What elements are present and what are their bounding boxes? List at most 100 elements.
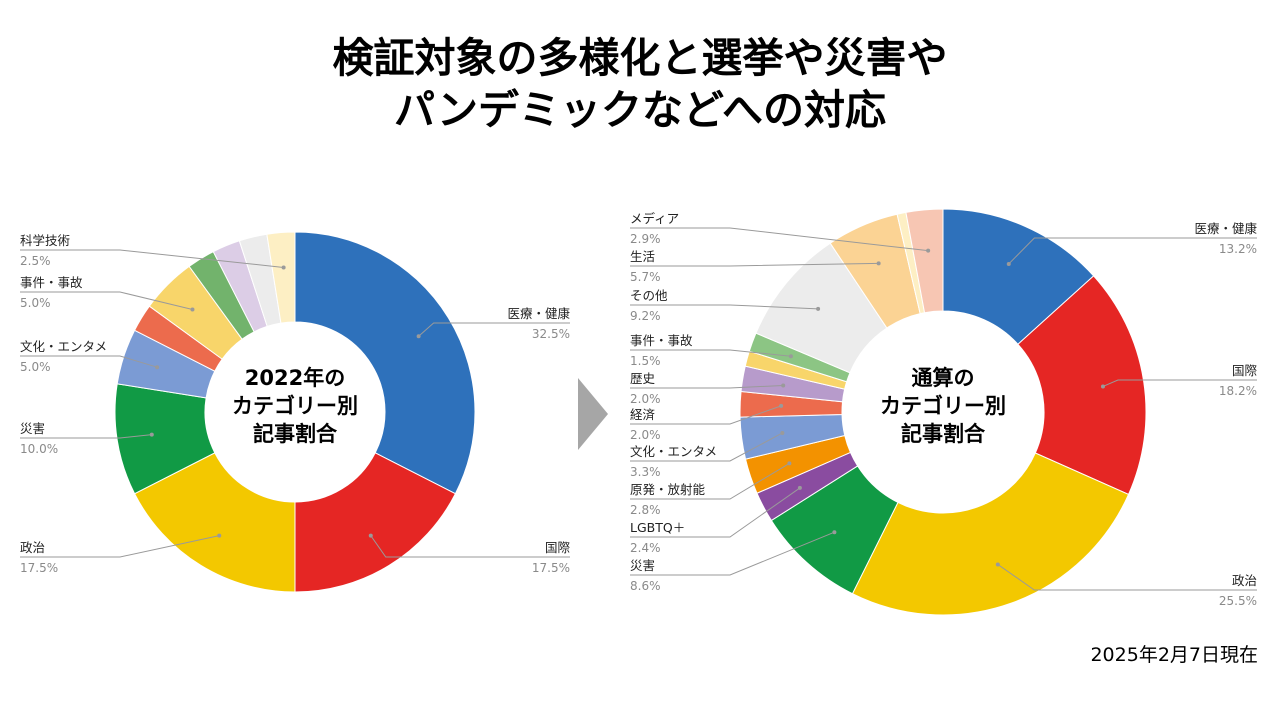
pct-nuclear: 2.8% xyxy=(630,503,661,517)
pct-incident: 1.5% xyxy=(630,354,661,368)
leader-dot-culture xyxy=(155,365,160,370)
leader-dot-lgbtq xyxy=(797,485,802,490)
pct-politics: 17.5% xyxy=(20,561,58,575)
leader-line-international xyxy=(1102,379,1257,387)
center-label-line-2: カテゴリー別 xyxy=(880,394,1006,418)
label-nuclear: 原発・放射能 xyxy=(630,482,706,497)
leader-dot-disaster xyxy=(149,432,154,437)
pct-life: 5.7% xyxy=(630,270,661,284)
leader-line-health xyxy=(418,322,570,337)
pct-culture: 3.3% xyxy=(630,465,661,479)
leader-dot-science xyxy=(281,265,286,270)
pct-lgbtq: 2.4% xyxy=(630,541,661,555)
label-media: メディア xyxy=(630,211,679,226)
pct-history: 2.0% xyxy=(630,392,661,406)
leader-line-other xyxy=(630,304,819,310)
label-politics: 政治 xyxy=(20,540,45,555)
pct-politics: 25.5% xyxy=(1219,594,1257,608)
slice-international xyxy=(1017,275,1147,496)
slide-title: 検証対象の多様化と選挙や災害や パンデミックなどへの対応 xyxy=(0,32,1280,136)
pct-science: 2.5% xyxy=(20,254,51,268)
label-disaster: 災害 xyxy=(630,558,655,573)
pct-media: 2.9% xyxy=(630,232,661,246)
leader-dot-culture xyxy=(780,430,785,435)
leader-line-science xyxy=(20,249,284,268)
slice-health xyxy=(294,231,476,495)
leader-line-incident xyxy=(20,291,193,310)
label-culture: 文化・エンタメ xyxy=(630,444,717,459)
center-label-line-1: 2022年の xyxy=(245,366,345,390)
leader-dot-other xyxy=(816,306,821,311)
leader-dot-disaster xyxy=(832,530,837,535)
label-health: 医療・健康 xyxy=(507,306,570,321)
pct-international: 17.5% xyxy=(532,561,570,575)
slice-politics xyxy=(133,452,296,593)
leader-dot-life xyxy=(876,261,881,266)
donut-chart-2022: 医療・健康 32.5% 国際 17.5% 政治 17.5% 災害 10.0% 文化・エンタメ 5.… xyxy=(20,231,571,593)
leader-line-culture xyxy=(630,432,783,462)
slice-media xyxy=(905,208,944,314)
label-culture: 文化・エンタメ xyxy=(20,339,107,354)
leader-line-incident xyxy=(630,349,791,357)
label-disaster: 災害 xyxy=(20,421,45,436)
leader-line-media xyxy=(630,227,929,252)
leader-line-nuclear xyxy=(630,462,790,500)
arrow-right-icon xyxy=(578,378,608,450)
slice-science xyxy=(266,231,296,324)
pct-economy: 2.0% xyxy=(630,428,661,442)
pct-disaster: 10.0% xyxy=(20,442,58,456)
label-other: その他 xyxy=(630,288,668,303)
center-label-line-2: カテゴリー別 xyxy=(232,394,358,418)
center-label-line-1: 通算の xyxy=(912,366,975,390)
leader-dot-economy xyxy=(779,403,784,408)
leader-line-culture xyxy=(20,355,158,368)
as-of-date: 2025年2月7日現在 xyxy=(1090,644,1258,666)
leader-line-international xyxy=(370,535,570,558)
label-politics: 政治 xyxy=(1232,573,1257,588)
leader-dot-international xyxy=(368,533,373,538)
pct-health: 32.5% xyxy=(532,327,570,341)
leader-line-economy xyxy=(630,405,782,425)
leader-dot-nuclear xyxy=(787,461,792,466)
label-incident: 事件・事故 xyxy=(630,333,693,348)
leader-line-politics xyxy=(997,564,1257,591)
leader-dot-incident xyxy=(788,354,793,359)
donut-chart-cumulative: 医療・健康 13.2% 国際 18.2% 政治 25.5% 災害 8.6% LGBTQ＋ 2.4%… xyxy=(630,208,1258,616)
leader-dot-international xyxy=(1100,384,1105,389)
leader-line-disaster xyxy=(20,434,152,439)
leader-line-history xyxy=(630,384,784,389)
label-international: 国際 xyxy=(1232,363,1258,378)
label-history: 歴史 xyxy=(630,371,656,386)
leader-dot-politics xyxy=(217,533,222,538)
label-lgbtq: LGBTQ＋ xyxy=(630,520,685,535)
label-economy: 経済 xyxy=(630,407,656,422)
leader-dot-health xyxy=(1006,261,1011,266)
pct-health: 13.2% xyxy=(1219,242,1257,256)
leader-line-disaster xyxy=(630,531,835,576)
slice-international xyxy=(294,452,457,593)
pct-disaster: 8.6% xyxy=(630,579,661,593)
leader-line-health xyxy=(1008,237,1257,265)
label-science: 科学技術 xyxy=(20,233,70,248)
leader-line-lgbtq xyxy=(630,487,801,538)
leader-dot-health xyxy=(416,334,421,339)
label-health: 医療・健康 xyxy=(1194,221,1257,236)
title-line-1: 検証対象の多様化と選挙や災害や xyxy=(332,34,948,82)
pct-culture: 5.0% xyxy=(20,360,51,374)
leader-line-politics xyxy=(20,535,220,558)
pct-incident: 5.0% xyxy=(20,296,51,310)
title-line-2: パンデミックなどへの対応 xyxy=(394,86,886,134)
pct-international: 18.2% xyxy=(1219,384,1257,398)
leader-dot-politics xyxy=(995,562,1000,567)
label-life: 生活 xyxy=(630,249,655,264)
pct-other: 9.2% xyxy=(630,309,661,323)
leader-dot-incident xyxy=(190,307,195,312)
label-international: 国際 xyxy=(545,540,571,555)
center-label-line-3: 記事割合 xyxy=(253,422,338,446)
slice-politics xyxy=(851,452,1130,616)
leader-line-life xyxy=(630,262,879,267)
leader-dot-media xyxy=(926,248,931,253)
leader-dot-history xyxy=(781,383,786,388)
center-label-line-3: 記事割合 xyxy=(901,422,986,446)
